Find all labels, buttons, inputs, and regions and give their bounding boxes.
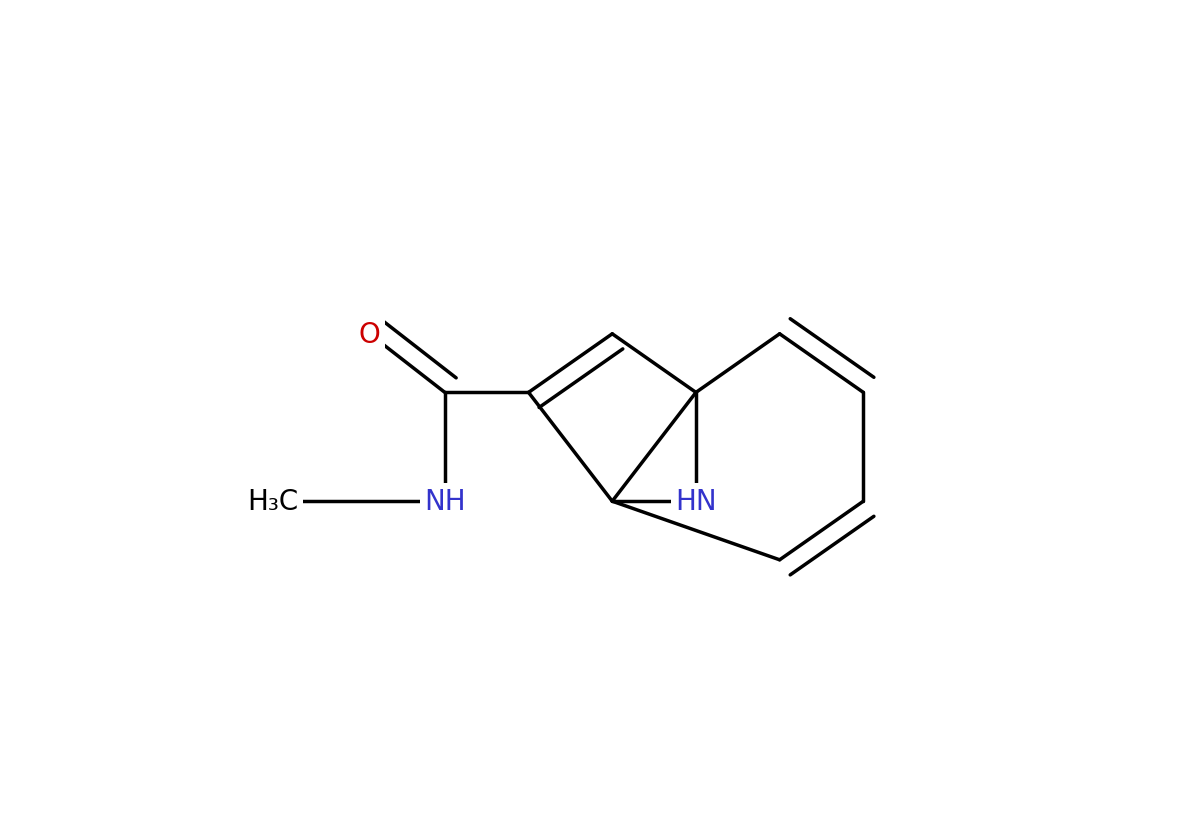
Text: HN: HN bbox=[675, 487, 717, 516]
Text: O: O bbox=[358, 320, 380, 349]
Text: NH: NH bbox=[424, 487, 466, 516]
Text: H₃C: H₃C bbox=[247, 487, 299, 516]
